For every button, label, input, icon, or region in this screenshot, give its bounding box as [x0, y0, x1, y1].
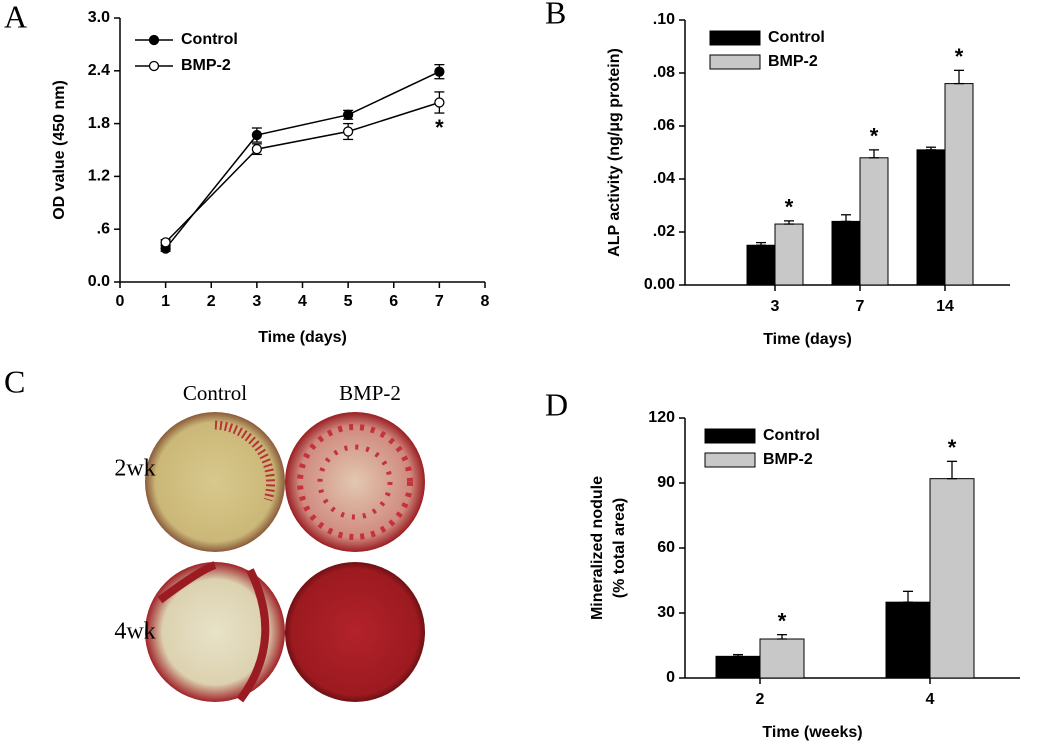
- significance: *: [955, 44, 964, 69]
- x-tick-label: 4: [926, 691, 935, 708]
- photo-plates: [145, 412, 425, 703]
- stain: [317, 444, 393, 520]
- stain: [297, 424, 413, 540]
- y-tick-label: 120: [648, 409, 675, 426]
- y-tick-label: .6: [97, 220, 110, 237]
- x-tick-label: 7: [856, 298, 865, 315]
- y-tick-label: 0.0: [88, 273, 110, 290]
- bar: [944, 83, 974, 286]
- x-tick-label: 2: [207, 293, 216, 310]
- x-tick-label: 8: [481, 293, 490, 310]
- marker: [160, 237, 171, 248]
- legend-swatch: [704, 428, 756, 444]
- x-axis-title: Time (days): [763, 331, 852, 348]
- series-line: [165, 71, 440, 250]
- y-axis-title: OD value (450 nm): [51, 80, 68, 220]
- y-tick-label: .10: [653, 11, 675, 28]
- panel-label: A: [4, 0, 27, 34]
- bar: [885, 601, 931, 679]
- plate: [285, 562, 425, 702]
- legend-swatch: [704, 452, 756, 468]
- bar: [746, 244, 776, 286]
- bar: [759, 638, 805, 679]
- significance: *: [435, 115, 444, 140]
- y-tick-label: .08: [653, 64, 675, 81]
- y-axis-title: ALP activity (ng/μg protein): [606, 48, 623, 257]
- marker: [342, 126, 354, 137]
- significance: *: [870, 124, 879, 149]
- significance: *: [778, 608, 787, 633]
- plate: [145, 412, 285, 552]
- y-tick-label: 3.0: [88, 9, 110, 26]
- legend-swatch: [709, 54, 761, 70]
- row-label: 4wk: [114, 619, 155, 645]
- y-tick-label: 90: [657, 474, 675, 491]
- x-axis-title: Time (weeks): [762, 724, 862, 741]
- bar: [929, 478, 975, 679]
- legend-swatch: [709, 30, 761, 46]
- x-tick-label: 2: [756, 691, 765, 708]
- legend-label: Control: [181, 31, 238, 48]
- marker: [251, 129, 263, 141]
- y-tick-label: 1.8: [88, 115, 110, 132]
- x-tick-label: 4: [298, 293, 307, 310]
- y-tick-label: .04: [653, 170, 675, 187]
- bar: [916, 149, 946, 286]
- series-line: [165, 101, 440, 243]
- panel-label: C: [4, 363, 25, 399]
- bar: [715, 655, 761, 679]
- legend-label: BMP-2: [768, 53, 818, 70]
- bar: [831, 220, 861, 286]
- y-tick-label: 0: [666, 669, 675, 686]
- legend-label: Control: [763, 427, 820, 444]
- marker: [251, 143, 263, 155]
- plate: [285, 412, 425, 552]
- y-tick-label: .06: [653, 117, 675, 134]
- y-tick-label: 60: [657, 539, 675, 556]
- column-label: Control: [183, 381, 247, 405]
- x-tick-label: 1: [161, 293, 170, 310]
- bar: [774, 223, 804, 286]
- bar: [859, 157, 889, 286]
- x-tick-label: 3: [252, 293, 261, 310]
- panel-label: B: [545, 0, 566, 30]
- legend-label: Control: [768, 29, 825, 46]
- y-tick-label: 0.00: [644, 276, 675, 293]
- x-axis-title: Time (days): [258, 329, 347, 346]
- row-label: 2wk: [114, 456, 155, 482]
- y-axis-title: Mineralized nodule: [589, 476, 606, 620]
- x-tick-label: 5: [344, 293, 353, 310]
- marker: [434, 66, 445, 77]
- y-tick-label: 30: [657, 604, 675, 621]
- plate: [145, 562, 285, 702]
- stain: [157, 561, 270, 703]
- x-tick-label: 3: [771, 298, 780, 315]
- x-tick-label: 7: [435, 293, 444, 310]
- x-tick-label: 0: [116, 293, 125, 310]
- column-label: BMP-2: [339, 381, 401, 405]
- y-axis-title: (% total area): [611, 498, 628, 598]
- x-tick-label: 6: [389, 293, 398, 310]
- legend-label: BMP-2: [763, 451, 813, 468]
- y-tick-label: .02: [653, 223, 675, 240]
- significance: *: [948, 435, 957, 460]
- marker: [342, 109, 354, 120]
- x-tick-label: 14: [936, 298, 954, 315]
- significance: *: [785, 195, 794, 220]
- legend-marker: [148, 60, 160, 72]
- legend-marker: [148, 34, 160, 46]
- y-tick-label: 2.4: [88, 62, 110, 79]
- legend-label: BMP-2: [181, 57, 231, 74]
- y-tick-label: 1.2: [88, 168, 110, 185]
- marker: [434, 97, 445, 108]
- panel-label: D: [545, 386, 568, 422]
